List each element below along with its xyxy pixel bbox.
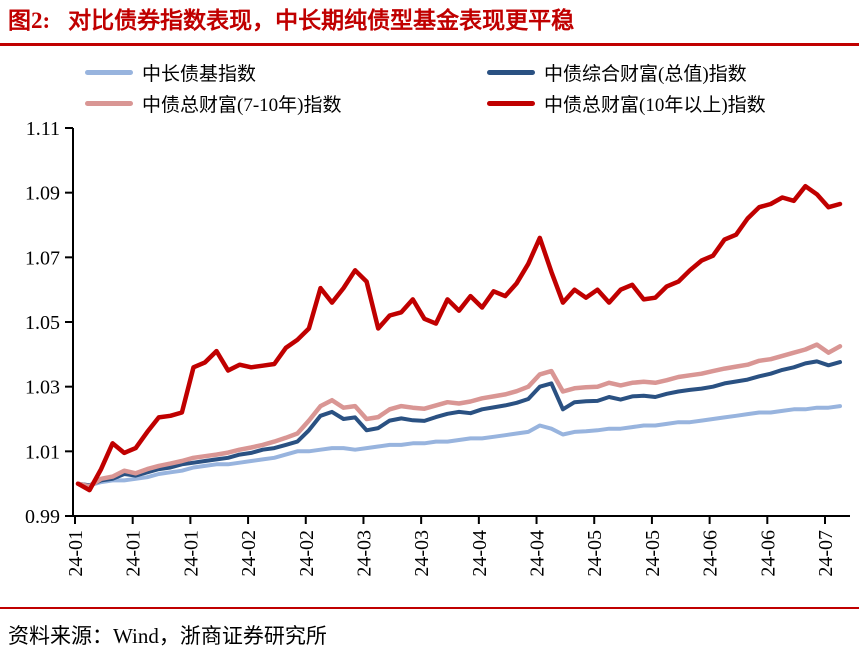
x-axis-label: 24-01	[65, 530, 87, 577]
x-axis-label: 24-05	[584, 530, 606, 577]
x-axis-label: 24-04	[469, 530, 491, 577]
y-axis-label: 1.03	[25, 377, 60, 399]
y-axis-label: 1.11	[26, 118, 60, 140]
legend-swatch-darkblue	[487, 69, 535, 75]
x-axis-label: 24-03	[411, 530, 433, 577]
x-axis-label: 24-05	[642, 530, 664, 577]
series-line-中债综合财富(总值)指数	[76, 359, 842, 488]
x-axis-label: 24-02	[296, 530, 318, 577]
y-axis-label: 1.07	[25, 247, 60, 269]
legend-item-zhongchangzhaiji: 中长债基指数	[85, 60, 257, 85]
legend-label: 中长债基指数	[142, 63, 257, 85]
x-axis-label: 24-02	[238, 530, 260, 577]
x-axis-label: 24-04	[527, 530, 549, 577]
x-axis-label: 24-01	[180, 530, 202, 577]
footer-divider-rule	[0, 607, 859, 609]
series-line-中长债基指数	[76, 404, 842, 488]
series-line-中债总财富(7-10年)指数	[75, 342, 843, 489]
legend-item-10y-plus: 中债总财富(10年以上)指数	[487, 91, 766, 116]
x-axis-label: 24-06	[757, 530, 779, 577]
legend-swatch-lightblue	[85, 69, 133, 75]
y-axis-label: 1.09	[25, 183, 60, 205]
legend-label: 中债总财富(7-10年)指数	[142, 94, 342, 116]
y-axis-label: 0.99	[25, 506, 60, 528]
legend-item-7-10y: 中债总财富(7-10年)指数	[85, 91, 342, 116]
figure-title-text: 对比债券指数表现，中长期纯债型基金表现更平稳	[68, 8, 575, 33]
legend-label: 中债综合财富(总值)指数	[544, 63, 747, 85]
source-note: 资料来源：Wind，浙商证券研究所	[8, 624, 327, 648]
x-axis-label: 24-03	[353, 530, 375, 577]
figure-number: 图2:	[8, 8, 51, 33]
figure-title: 图2: 对比债券指数表现，中长期纯债型基金表现更平稳	[8, 6, 851, 36]
legend-label: 中债总财富(10年以上)指数	[544, 94, 766, 116]
x-axis-label: 24-07	[815, 530, 837, 577]
legend-swatch-red	[487, 100, 535, 106]
title-divider-rule	[0, 43, 859, 46]
y-axis-label: 1.01	[25, 441, 60, 463]
y-axis-label: 1.05	[25, 312, 60, 334]
legend-swatch-pink	[85, 100, 133, 106]
legend-item-zonghe-caifu: 中债综合财富(总值)指数	[487, 60, 747, 85]
x-axis-label: 24-06	[700, 530, 722, 577]
series-line-中债总财富(10年以上)指数	[75, 183, 843, 493]
x-axis-label: 24-01	[123, 530, 145, 577]
chart-legend: 中长债基指数 中债综合财富(总值)指数 中债总财富(7-10年)指数 中债总财富…	[0, 58, 859, 118]
